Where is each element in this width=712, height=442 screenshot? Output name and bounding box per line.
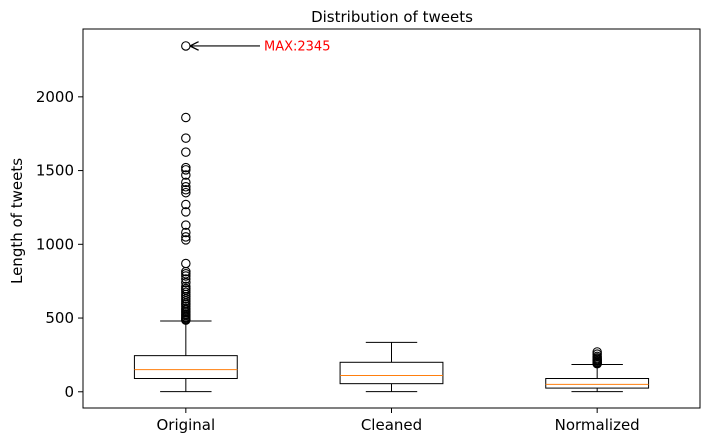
box-normalized: [546, 379, 649, 389]
y-tick-label: 0: [64, 383, 74, 401]
flier-point: [182, 113, 190, 121]
y-tick-label: 1500: [36, 162, 74, 180]
y-tick-label: 1000: [36, 235, 74, 253]
annotation-label: MAX:2345: [264, 39, 330, 54]
y-tick-label: 2000: [36, 88, 74, 106]
flier-point: [182, 134, 190, 142]
box-original: [134, 356, 237, 379]
plot-area: 0 500 1000 1500 2000 Original Cleaned Normalize…: [36, 39, 649, 434]
flier-point: [182, 259, 190, 267]
y-axis-label: Length of tweets: [8, 158, 26, 284]
box-cleaned: [340, 362, 443, 383]
x-tick-label: Original: [156, 416, 215, 434]
y-tick-label: 500: [45, 309, 74, 327]
x-tick-label: Normalized: [555, 416, 640, 434]
flier-point: [182, 42, 190, 50]
flier-point: [182, 148, 190, 156]
x-tick-label: Cleaned: [361, 416, 422, 434]
chart-title: Distribution of tweets: [311, 8, 473, 26]
